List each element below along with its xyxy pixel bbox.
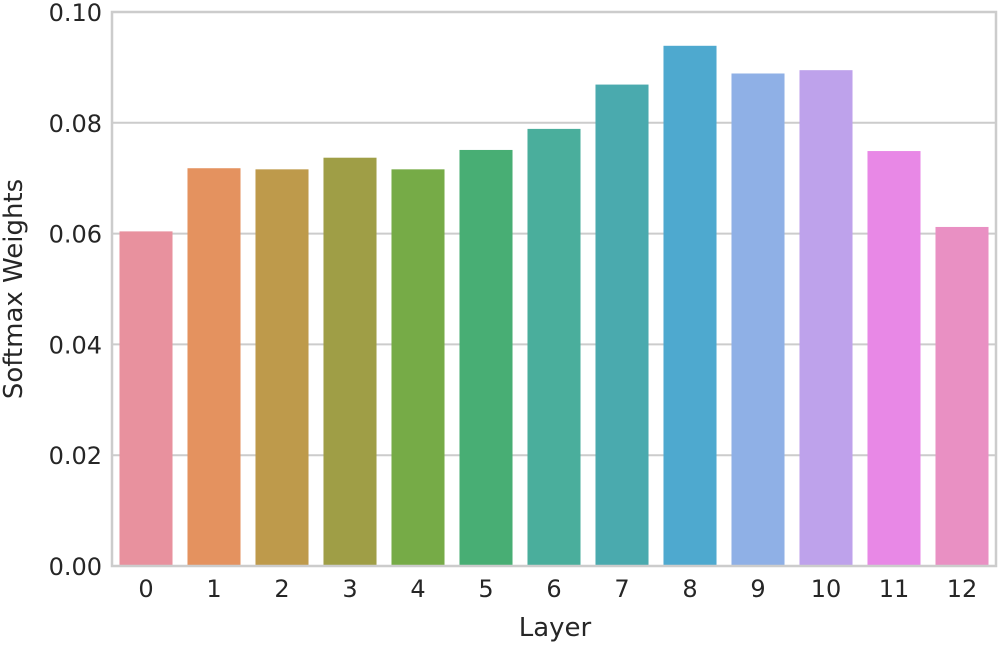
bar-layer-12 — [935, 226, 989, 566]
y-tick-label: 0.10 — [49, 0, 102, 27]
y-tick-label: 0.08 — [49, 110, 102, 138]
x-tick-labels: 0 1 2 3 4 5 6 7 8 9 10 11 12 — [138, 575, 977, 603]
y-tick-label: 0.02 — [49, 442, 102, 470]
x-tick-label: 7 — [614, 575, 629, 603]
bar-layer-11 — [867, 151, 921, 566]
bar-layer-4 — [391, 169, 445, 566]
x-tick-label: 5 — [478, 575, 493, 603]
bar-layer-6 — [527, 128, 581, 567]
bar-layer-5 — [459, 149, 513, 567]
bar-layer-7 — [595, 84, 649, 566]
x-tick-label: 8 — [682, 575, 697, 603]
x-tick-label: 10 — [811, 575, 842, 603]
x-tick-label: 3 — [342, 575, 357, 603]
y-tick-label: 0.06 — [49, 221, 102, 249]
y-tick-label: 0.04 — [49, 331, 102, 359]
x-tick-label: 11 — [879, 575, 910, 603]
bar-layer-1 — [187, 168, 241, 566]
plot-frame — [110, 10, 998, 568]
bar-layer-3 — [323, 157, 377, 566]
x-axis-label: Layer — [519, 613, 592, 643]
bars — [119, 45, 989, 567]
bar-layer-10 — [799, 70, 853, 567]
bar-layer-9 — [731, 73, 785, 566]
x-tick-label: 9 — [750, 575, 765, 603]
y-tick-labels: 0.00 0.02 0.04 0.06 0.08 0.10 — [49, 0, 102, 581]
x-tick-label: 6 — [546, 575, 561, 603]
x-tick-label: 12 — [947, 575, 978, 603]
bar-layer-0 — [119, 231, 173, 566]
y-axis-label: Softmax Weights — [0, 179, 29, 399]
x-tick-label: 1 — [206, 575, 221, 603]
axes-frame — [110, 10, 998, 568]
x-tick-label: 0 — [138, 575, 153, 603]
x-tick-label: 4 — [410, 575, 425, 603]
bar-layer-2 — [255, 169, 309, 566]
bar-layer-8 — [663, 45, 717, 566]
y-tick-label: 0.00 — [49, 553, 102, 581]
x-tick-label: 2 — [274, 575, 289, 603]
